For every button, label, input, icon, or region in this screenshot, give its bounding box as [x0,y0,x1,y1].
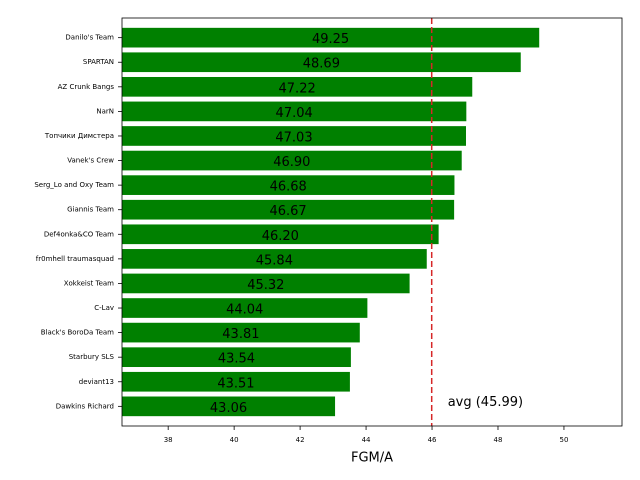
x-tick-label: 44 [362,436,371,444]
value-label: 44.04 [226,303,263,318]
bar [122,224,439,245]
y-tick-label: SPARTAN [83,58,114,66]
y-tick-label: AZ Crunk Bangs [58,83,115,91]
y-tick-label: C-Lav [94,304,114,312]
bar [122,298,368,318]
y-tick-label: Vanek's Crew [67,157,114,165]
bar [122,249,427,269]
value-label: 49.25 [312,32,349,47]
x-tick-label: 48 [494,436,503,444]
bar [122,76,473,97]
bar [122,150,462,171]
y-tick-label: NarN [96,107,114,115]
x-tick-label: 42 [296,436,305,444]
y-tick-label: Def4onka&CO Team [44,230,114,238]
value-label: 46.20 [262,229,299,244]
x-axis-label: FGM/A [351,451,393,466]
y-tick-label: Starbury SLS [69,353,115,361]
avg-label: avg (45.99) [448,395,523,410]
y-tick-label: Danilo's Team [65,34,114,42]
bar [122,52,521,73]
bar [122,27,540,48]
x-tick-label: 38 [164,436,173,444]
value-label: 48.69 [303,57,340,72]
bar [122,199,455,220]
bar [122,371,350,392]
y-tick-label: fr0mhell traumasquad [36,255,114,263]
plot-frame [121,17,623,427]
value-label: 45.32 [247,278,284,293]
value-label: 43.06 [210,401,247,416]
value-label: 46.67 [269,204,306,219]
value-label: 45.84 [256,253,293,268]
value-label: 47.03 [275,130,312,145]
y-tick-label: Dawkins Richard [56,402,114,410]
y-tick-label: Serg_Lo and Oxy Team [34,181,114,189]
x-tick-label: 46 [428,436,437,444]
y-tick-label: Giannis Team [67,206,114,214]
bar [122,273,410,294]
y-tick-label: Xokkeist Team [64,279,114,287]
value-label: 46.90 [273,155,310,170]
value-label: 43.81 [222,327,259,342]
bar [122,101,467,122]
value-label: 46.68 [270,180,307,195]
bar [122,126,466,146]
value-label: 47.22 [279,81,316,96]
y-tick-label: deviant13 [79,378,114,386]
bar [122,396,336,417]
bar [122,347,351,368]
x-tick-label: 50 [559,436,568,444]
y-tick-label: Black's BoroDa Team [41,329,114,337]
x-tick-label: 40 [230,436,239,444]
value-label: 43.54 [218,352,255,367]
value-label: 47.04 [276,106,313,121]
bar [122,322,360,343]
bar [122,175,455,195]
value-label: 43.51 [217,376,254,391]
y-tick-label: Топчики Димстера [44,132,114,140]
